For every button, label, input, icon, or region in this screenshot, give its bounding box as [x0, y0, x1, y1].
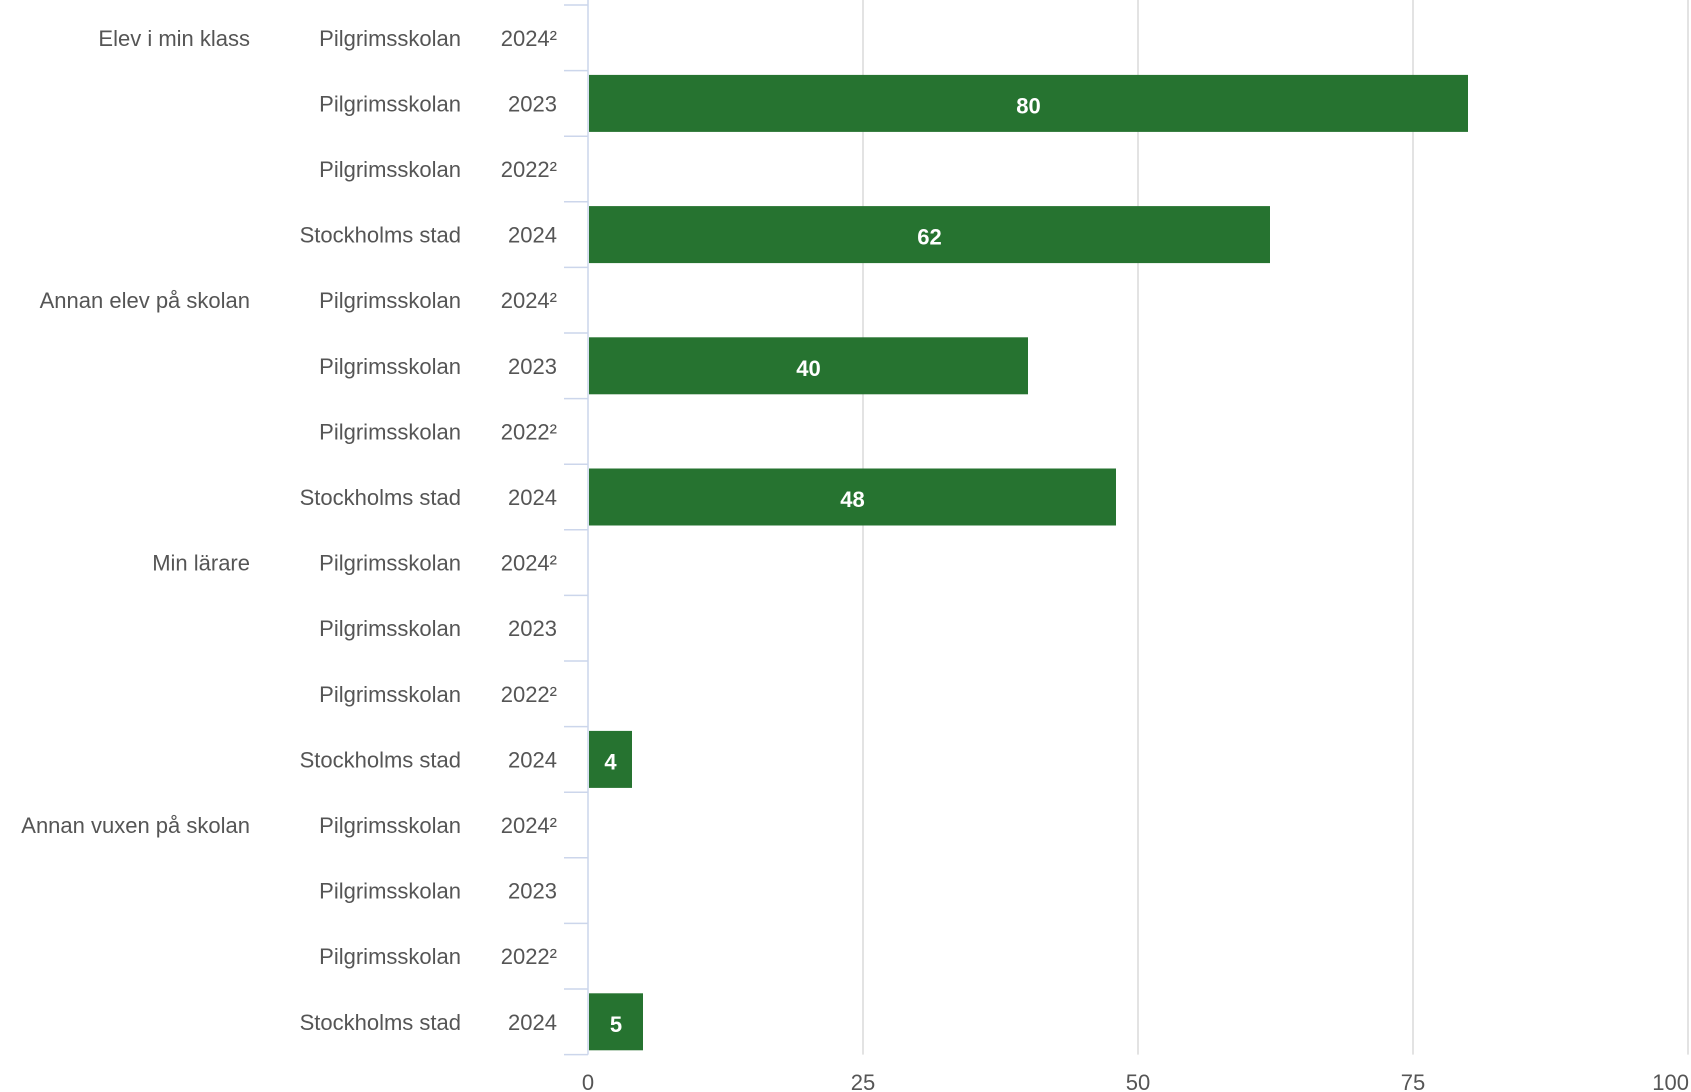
year-label: 2022²	[501, 944, 557, 969]
x-axis-ticks: 0 25 50 75 100	[582, 1070, 1689, 1092]
year-label: 2024	[508, 223, 557, 248]
x-tick-label: 75	[1401, 1070, 1425, 1092]
year-label: 2022²	[501, 419, 557, 444]
year-label: 2024²	[501, 813, 557, 838]
x-tick-label: 25	[851, 1070, 875, 1092]
unit-label: Pilgrimsskolan	[319, 157, 461, 182]
group-label: Annan elev på skolan	[40, 288, 250, 313]
unit-label: Pilgrimsskolan	[319, 944, 461, 969]
unit-label: Stockholms stad	[300, 485, 461, 510]
bar	[589, 337, 1028, 395]
year-label: 2022²	[501, 682, 557, 707]
x-tick-label: 50	[1126, 1070, 1150, 1092]
data-label: 80	[1016, 93, 1040, 118]
unit-label: Pilgrimsskolan	[319, 879, 461, 904]
group-label: Min lärare	[152, 551, 250, 576]
gridlines	[862, 0, 1689, 1055]
unit-label: Pilgrimsskolan	[319, 616, 461, 641]
data-label: 4	[604, 749, 617, 774]
data-label: 5	[610, 1012, 622, 1037]
unit-label: Stockholms stad	[300, 1010, 461, 1035]
year-label: 2022²	[501, 157, 557, 182]
bar	[589, 730, 632, 788]
bar	[589, 74, 1468, 132]
unit-label: Pilgrimsskolan	[319, 813, 461, 838]
unit-label: Pilgrimsskolan	[319, 682, 461, 707]
year-label: 2024²	[501, 551, 557, 576]
x-tick-label: 0	[582, 1070, 594, 1092]
year-label: 2023	[508, 616, 557, 641]
year-label: 2024	[508, 747, 557, 772]
group-label: Elev i min klass	[98, 26, 250, 51]
data-label: 48	[840, 487, 864, 512]
unit-label: Pilgrimsskolan	[319, 26, 461, 51]
category-labels: Elev i min klass Pilgrimsskolan 2024² Pilgr…	[21, 26, 557, 1035]
bar	[589, 468, 1116, 526]
y-axis	[564, 0, 589, 1056]
unit-label: Pilgrimsskolan	[319, 551, 461, 576]
unit-label: Pilgrimsskolan	[319, 288, 461, 313]
unit-label: Pilgrimsskolan	[319, 354, 461, 379]
data-label: 62	[917, 225, 941, 250]
unit-label: Pilgrimsskolan	[319, 419, 461, 444]
year-label: 2023	[508, 354, 557, 379]
bars: 80 62 40 48 4 5	[589, 74, 1468, 1051]
data-label: 40	[796, 356, 820, 381]
year-label: 2023	[508, 879, 557, 904]
unit-label: Stockholms stad	[300, 747, 461, 772]
year-label: 2023	[508, 91, 557, 116]
group-label: Annan vuxen på skolan	[21, 813, 250, 838]
year-label: 2024²	[501, 288, 557, 313]
unit-label: Stockholms stad	[300, 223, 461, 248]
year-label: 2024	[508, 485, 557, 510]
year-label: 2024	[508, 1010, 557, 1035]
year-label: 2024²	[501, 26, 557, 51]
bar	[589, 206, 1270, 264]
bar	[589, 993, 643, 1051]
unit-label: Pilgrimsskolan	[319, 91, 461, 116]
x-tick-label: 100	[1652, 1070, 1689, 1092]
